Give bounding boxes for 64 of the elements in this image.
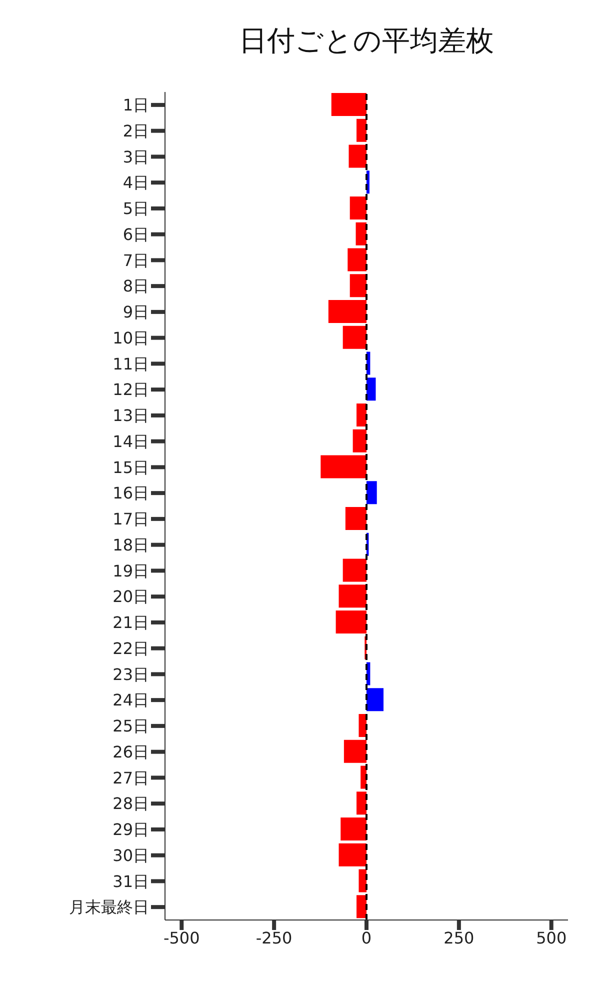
y-tick-label: 月末最終日: [69, 898, 149, 917]
bar: [338, 584, 366, 608]
y-tick-label: 2日: [122, 121, 149, 140]
x-tick-label: -500: [163, 928, 200, 948]
bar: [356, 222, 366, 246]
bar: [331, 93, 366, 116]
y-tick-label: 3日: [122, 147, 149, 166]
bar: [345, 507, 366, 530]
y-tick-label: 28日: [112, 794, 149, 814]
bar: [358, 714, 366, 737]
y-tick-label: 30日: [112, 846, 149, 865]
x-tick-label: 0: [361, 928, 372, 948]
y-tick-label: 29日: [112, 820, 149, 840]
y-tick-label: 18日: [112, 535, 149, 554]
y-tick-label: 16日: [112, 484, 149, 503]
bar: [348, 144, 366, 168]
y-tick-label: 9日: [122, 302, 149, 322]
y-tick-label: 4日: [122, 173, 149, 192]
bar: [366, 481, 377, 504]
y-tick-label: 17日: [112, 510, 149, 529]
y-tick-label: 5日: [122, 199, 149, 218]
bar: [344, 740, 366, 763]
bar: [356, 404, 366, 426]
bar: [342, 558, 366, 582]
bar: [356, 118, 366, 142]
bar: [350, 196, 366, 220]
y-tick-label: 7日: [122, 250, 149, 270]
bar: [350, 274, 366, 298]
y-tick-label: 27日: [112, 768, 149, 788]
y-tick-label: 12日: [112, 380, 149, 400]
bar: [338, 843, 366, 866]
y-tick-label: 1日: [122, 96, 149, 115]
bar: [336, 610, 366, 634]
y-tick-label: 25日: [112, 716, 149, 736]
y-tick-label: 15日: [112, 458, 149, 477]
y-tick-label: 14日: [112, 432, 149, 451]
bar: [356, 895, 366, 918]
y-tick-label: 19日: [112, 561, 149, 580]
bar: [356, 792, 366, 815]
y-tick-label: 21日: [112, 613, 149, 632]
y-tick-label: 13日: [112, 406, 149, 426]
y-tick-label: 24日: [112, 690, 149, 710]
y-tick-label: 8日: [122, 276, 149, 296]
y-tick-label: 6日: [122, 224, 149, 244]
x-tick-label: 500: [536, 928, 567, 948]
bar: [342, 326, 366, 349]
chart-title: 日付ごとの平均差枚: [238, 23, 495, 59]
x-tick-label: -250: [256, 928, 292, 948]
bar: [320, 455, 366, 478]
bar: [366, 378, 376, 401]
bar: [340, 818, 366, 840]
bar: [348, 248, 366, 272]
y-tick-label: 23日: [112, 664, 149, 684]
y-tick-label: 26日: [112, 742, 149, 762]
bar: [358, 869, 366, 892]
y-tick-label: 22日: [112, 638, 149, 658]
bar: [366, 688, 384, 712]
bar: [328, 300, 366, 323]
y-tick-label: 20日: [112, 587, 149, 606]
y-tick-label: 11日: [112, 354, 149, 374]
bar: [352, 429, 366, 452]
y-tick-label: 31日: [112, 872, 149, 891]
y-tick-label: 10日: [112, 328, 149, 348]
x-tick-label: 250: [444, 928, 474, 948]
